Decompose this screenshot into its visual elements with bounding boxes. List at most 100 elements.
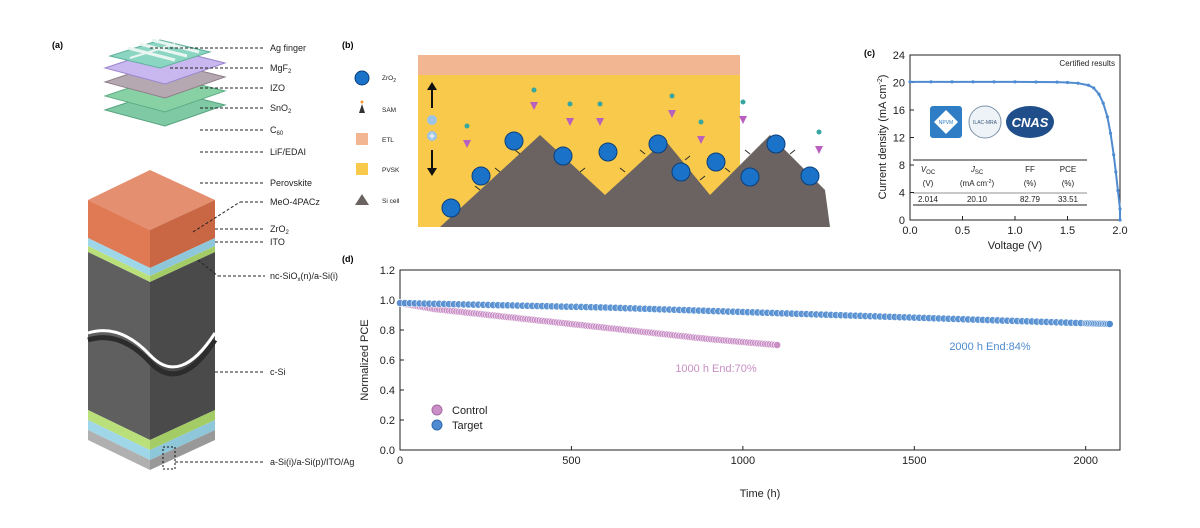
chart-d-ylabel: Normalized PCE [359, 319, 371, 400]
label-zro2: ZrO2 [270, 224, 290, 236]
chart-d-xlabel: Time (h) [740, 488, 781, 500]
legend-pvsk-icon [356, 163, 368, 175]
table-value-ff: 82.79 [1020, 195, 1041, 204]
label-ito: ITO [270, 237, 285, 247]
x-tick-label: 1000 [731, 455, 755, 467]
jv-point [1065, 80, 1070, 85]
jv-point [1055, 80, 1059, 84]
jv-point [1118, 207, 1122, 211]
label-sno2: SnO2 [270, 103, 292, 115]
table-header-pce: PCE [1060, 165, 1076, 174]
chart-c-ticks: 0.0 0.5 1.0 1.5 2.0 0 4 8 12 16 20 24 [893, 50, 1128, 237]
pce-point [773, 341, 782, 349]
y-tick-label: 8 [899, 160, 905, 172]
panel-b-label: (b) [342, 40, 354, 50]
ilac-logo-text: ILAC-MRA [973, 120, 998, 126]
jv-point [1034, 80, 1038, 84]
x-tick-label: 0.0 [902, 225, 917, 237]
layer-labels: Ag finger MgF2 IZO SnO2 C60 LiF/EDAI Per… [270, 43, 354, 467]
x-tick-label: 1.0 [1007, 225, 1022, 237]
jv-point [1097, 92, 1101, 96]
label-nc-sio: nc-SiOx(n)/a-Si(i) [270, 271, 338, 283]
table-header-ff: FF [1025, 165, 1035, 174]
panel-b: (b) ZrO2 SAM ETL PVSK Si cell [342, 40, 830, 227]
ito-zro2-band [88, 238, 150, 276]
jv-point [1086, 83, 1091, 87]
x-tick-label: 1500 [902, 455, 926, 467]
control-end-annotation: 1000 h End:70% [675, 363, 757, 375]
table-unit-pce: (%) [1062, 179, 1075, 188]
nc-sio-band [88, 246, 150, 282]
legend-zro2-icon [354, 70, 370, 86]
panel-c-label: (c) [864, 48, 875, 58]
chart-d-series [396, 299, 1114, 349]
chart-d-frame [399, 269, 1121, 451]
legend-si-cell-label: Si cell [382, 198, 400, 205]
label-c60: C60 [270, 125, 284, 137]
y-tick-label: 24 [893, 50, 905, 62]
field-indicators [427, 82, 437, 176]
ilac-logo [968, 105, 1002, 139]
legend-pvsk-label: PVSK [382, 167, 400, 174]
y-tick-label: 20 [893, 78, 905, 90]
y-tick-label: 12 [893, 133, 905, 145]
panel-d: (d) 0 500 1000 1500 2000 0.0 0.2 0.4 0.6 0.8 1.0 1.… [342, 254, 1121, 500]
jv-point [1105, 115, 1109, 119]
x-tick-label: 0.5 [955, 225, 970, 237]
cnas-logo [1006, 106, 1054, 138]
jv-curve [910, 80, 1121, 220]
chart-c-series [908, 80, 1122, 222]
y-tick-label: 1.0 [380, 295, 395, 307]
jv-point [1112, 153, 1116, 157]
label-meo-4pacz: MeO-4PACz [270, 197, 320, 207]
y-tick-label: 16 [893, 105, 905, 117]
label-perovskite: Perovskite [270, 178, 312, 188]
jv-point [929, 80, 933, 84]
si-pyramids [440, 135, 830, 227]
panel-a: (a) [52, 38, 354, 470]
floating-layer-stack [103, 38, 227, 127]
label-back-contact: a-Si(i)/a-Si(p)/ITO/Ag [270, 457, 354, 467]
x-tick-label: 500 [562, 455, 580, 467]
table-unit-jsc: (mA cm-2) [960, 179, 995, 188]
jv-point [992, 80, 996, 84]
leader-lines [150, 47, 265, 463]
label-ag-finger: Ag finger [270, 43, 306, 53]
label-lif-edai: LiF/EDAI [270, 147, 306, 157]
table-header-voc: VOC [921, 165, 936, 176]
panel-b-scene [418, 55, 830, 227]
jv-point [971, 80, 975, 84]
certified-annotation: Certified results [1059, 59, 1115, 68]
y-tick-label: 0 [899, 215, 905, 227]
x-tick-label: 1.5 [1060, 225, 1075, 237]
c-si-break-line [87, 335, 218, 377]
label-mgf2: MgF2 [270, 63, 292, 75]
y-tick-label: 4 [899, 188, 905, 200]
panel-c: (c) 0.0 0.5 1.0 1.5 2.0 0 4 8 12 16 20 24 Voltage (… [864, 48, 1128, 252]
back-contact-box [162, 446, 176, 470]
x-tick-label: 0 [397, 455, 403, 467]
pce-point [1105, 320, 1114, 328]
legend-sam-icon [359, 100, 365, 113]
c-si-right-face [150, 252, 215, 440]
legend-etl-icon [356, 133, 368, 145]
chart-d-legend: Control Target [431, 404, 487, 432]
table-unit-voc: (V) [923, 179, 934, 188]
label-c-si: c-Si [270, 367, 286, 377]
legend-etl-label: ETL [382, 137, 394, 144]
y-tick-label: 0.2 [380, 415, 395, 427]
sam-molecules [463, 102, 823, 154]
jv-point [1101, 101, 1105, 105]
jv-point [1076, 81, 1080, 85]
legend-control-marker [431, 404, 443, 416]
table-value-jsc: 20.10 [967, 195, 988, 204]
ag-finger-grid [127, 38, 200, 62]
series-target [396, 299, 1114, 328]
etl-layer [418, 55, 740, 75]
sam-heads [464, 87, 822, 135]
label-izo: IZO [270, 83, 285, 93]
certification-logos: NPVM ILAC-MRA CNAS [930, 105, 1054, 139]
table-value-voc: 2.014 [918, 195, 939, 204]
legend-sam-label: SAM [382, 107, 396, 114]
jv-point [908, 80, 912, 84]
